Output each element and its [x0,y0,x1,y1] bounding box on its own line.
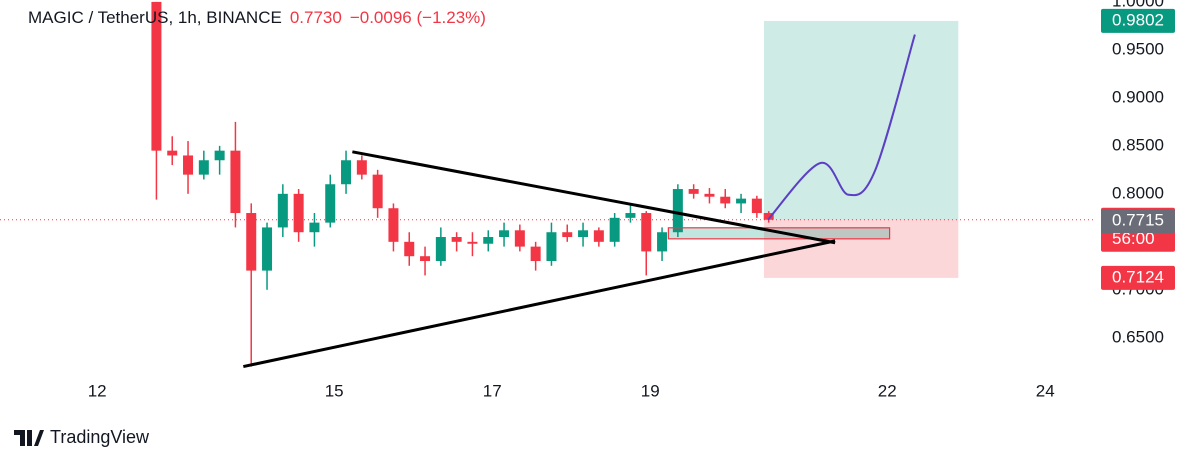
brand: TradingView [50,427,150,447]
candle-body [578,230,589,238]
y-tick-label: 0.8500 [1112,135,1164,154]
candle-body [562,232,573,238]
target-zone [763,20,959,220]
price-label-box [1101,8,1175,33]
candle-body [404,241,415,257]
candle-body [388,208,399,242]
trendline [352,150,836,245]
candle-body [435,237,446,262]
candle-body [151,1,162,151]
symbol: MAGIC / TetherUS, 1h, BINANCE [28,8,282,27]
price-label: 0.7124 [1112,267,1164,286]
x-tick-label: 24 [1036,381,1055,400]
candle-body [356,160,367,175]
x-tick-label: 19 [641,381,660,400]
trendline [243,239,836,369]
price-label-box [1101,209,1175,234]
candle-body [641,213,652,252]
candle-body [736,198,747,204]
candle-body [309,222,320,233]
candle-body [293,193,304,233]
candle-body [609,217,620,242]
countdown: 56:00 [1112,229,1155,248]
change: −0.0096 (−1.23%) [349,8,486,27]
last-price: 0.7730 [289,8,342,27]
projection [767,34,916,221]
logo [14,429,44,446]
y-tick-label: 0.8000 [1112,183,1164,202]
candle-body [546,232,557,262]
candle-body [451,237,462,242]
candle-body [751,198,762,214]
candle-body [499,230,510,238]
candle-body [230,150,241,214]
x-tick-label: 22 [878,381,897,400]
chart: 0.65000.70000.75000.80000.85000.90000.95… [0,0,1175,400]
candle-body [530,246,541,262]
candle-body [198,160,209,175]
candle-body [720,196,731,204]
candle-body [214,150,225,161]
candle-body [372,174,383,209]
x-tick-label: 15 [325,381,344,400]
candle-body [763,213,774,220]
candle-body [167,150,178,156]
candle-body [246,213,257,271]
price-label-box [1101,265,1175,290]
footer: TradingView [14,427,149,448]
x-tick-label: 17 [483,381,502,400]
candle-body [341,160,352,185]
y-tick-label: 0.9000 [1112,87,1164,106]
candle-body [514,230,525,247]
header: MAGIC / TetherUS, 1h, BINANCE 0.7730 −0.00… [28,8,486,28]
candle-body [688,189,699,194]
candle-body [593,230,604,242]
candle-body [625,213,636,218]
price-label: 0.9802 [1112,10,1164,29]
candle-body [262,227,273,271]
candle-body [183,155,194,175]
candle-body [483,237,494,244]
candle-body [467,241,478,244]
candle-body [420,256,431,262]
candle-body [704,193,715,197]
candle-body [277,193,288,228]
y-tick-label: 0.6500 [1112,327,1164,346]
y-tick-label: 1.0000 [1112,0,1164,10]
y-tick-label: 0.9500 [1112,39,1164,58]
candle-body [672,189,683,233]
x-tick-label: 12 [88,381,107,400]
candle-body [325,184,336,223]
price-label: 0.7715 [1112,211,1164,230]
candle-body [657,232,668,252]
